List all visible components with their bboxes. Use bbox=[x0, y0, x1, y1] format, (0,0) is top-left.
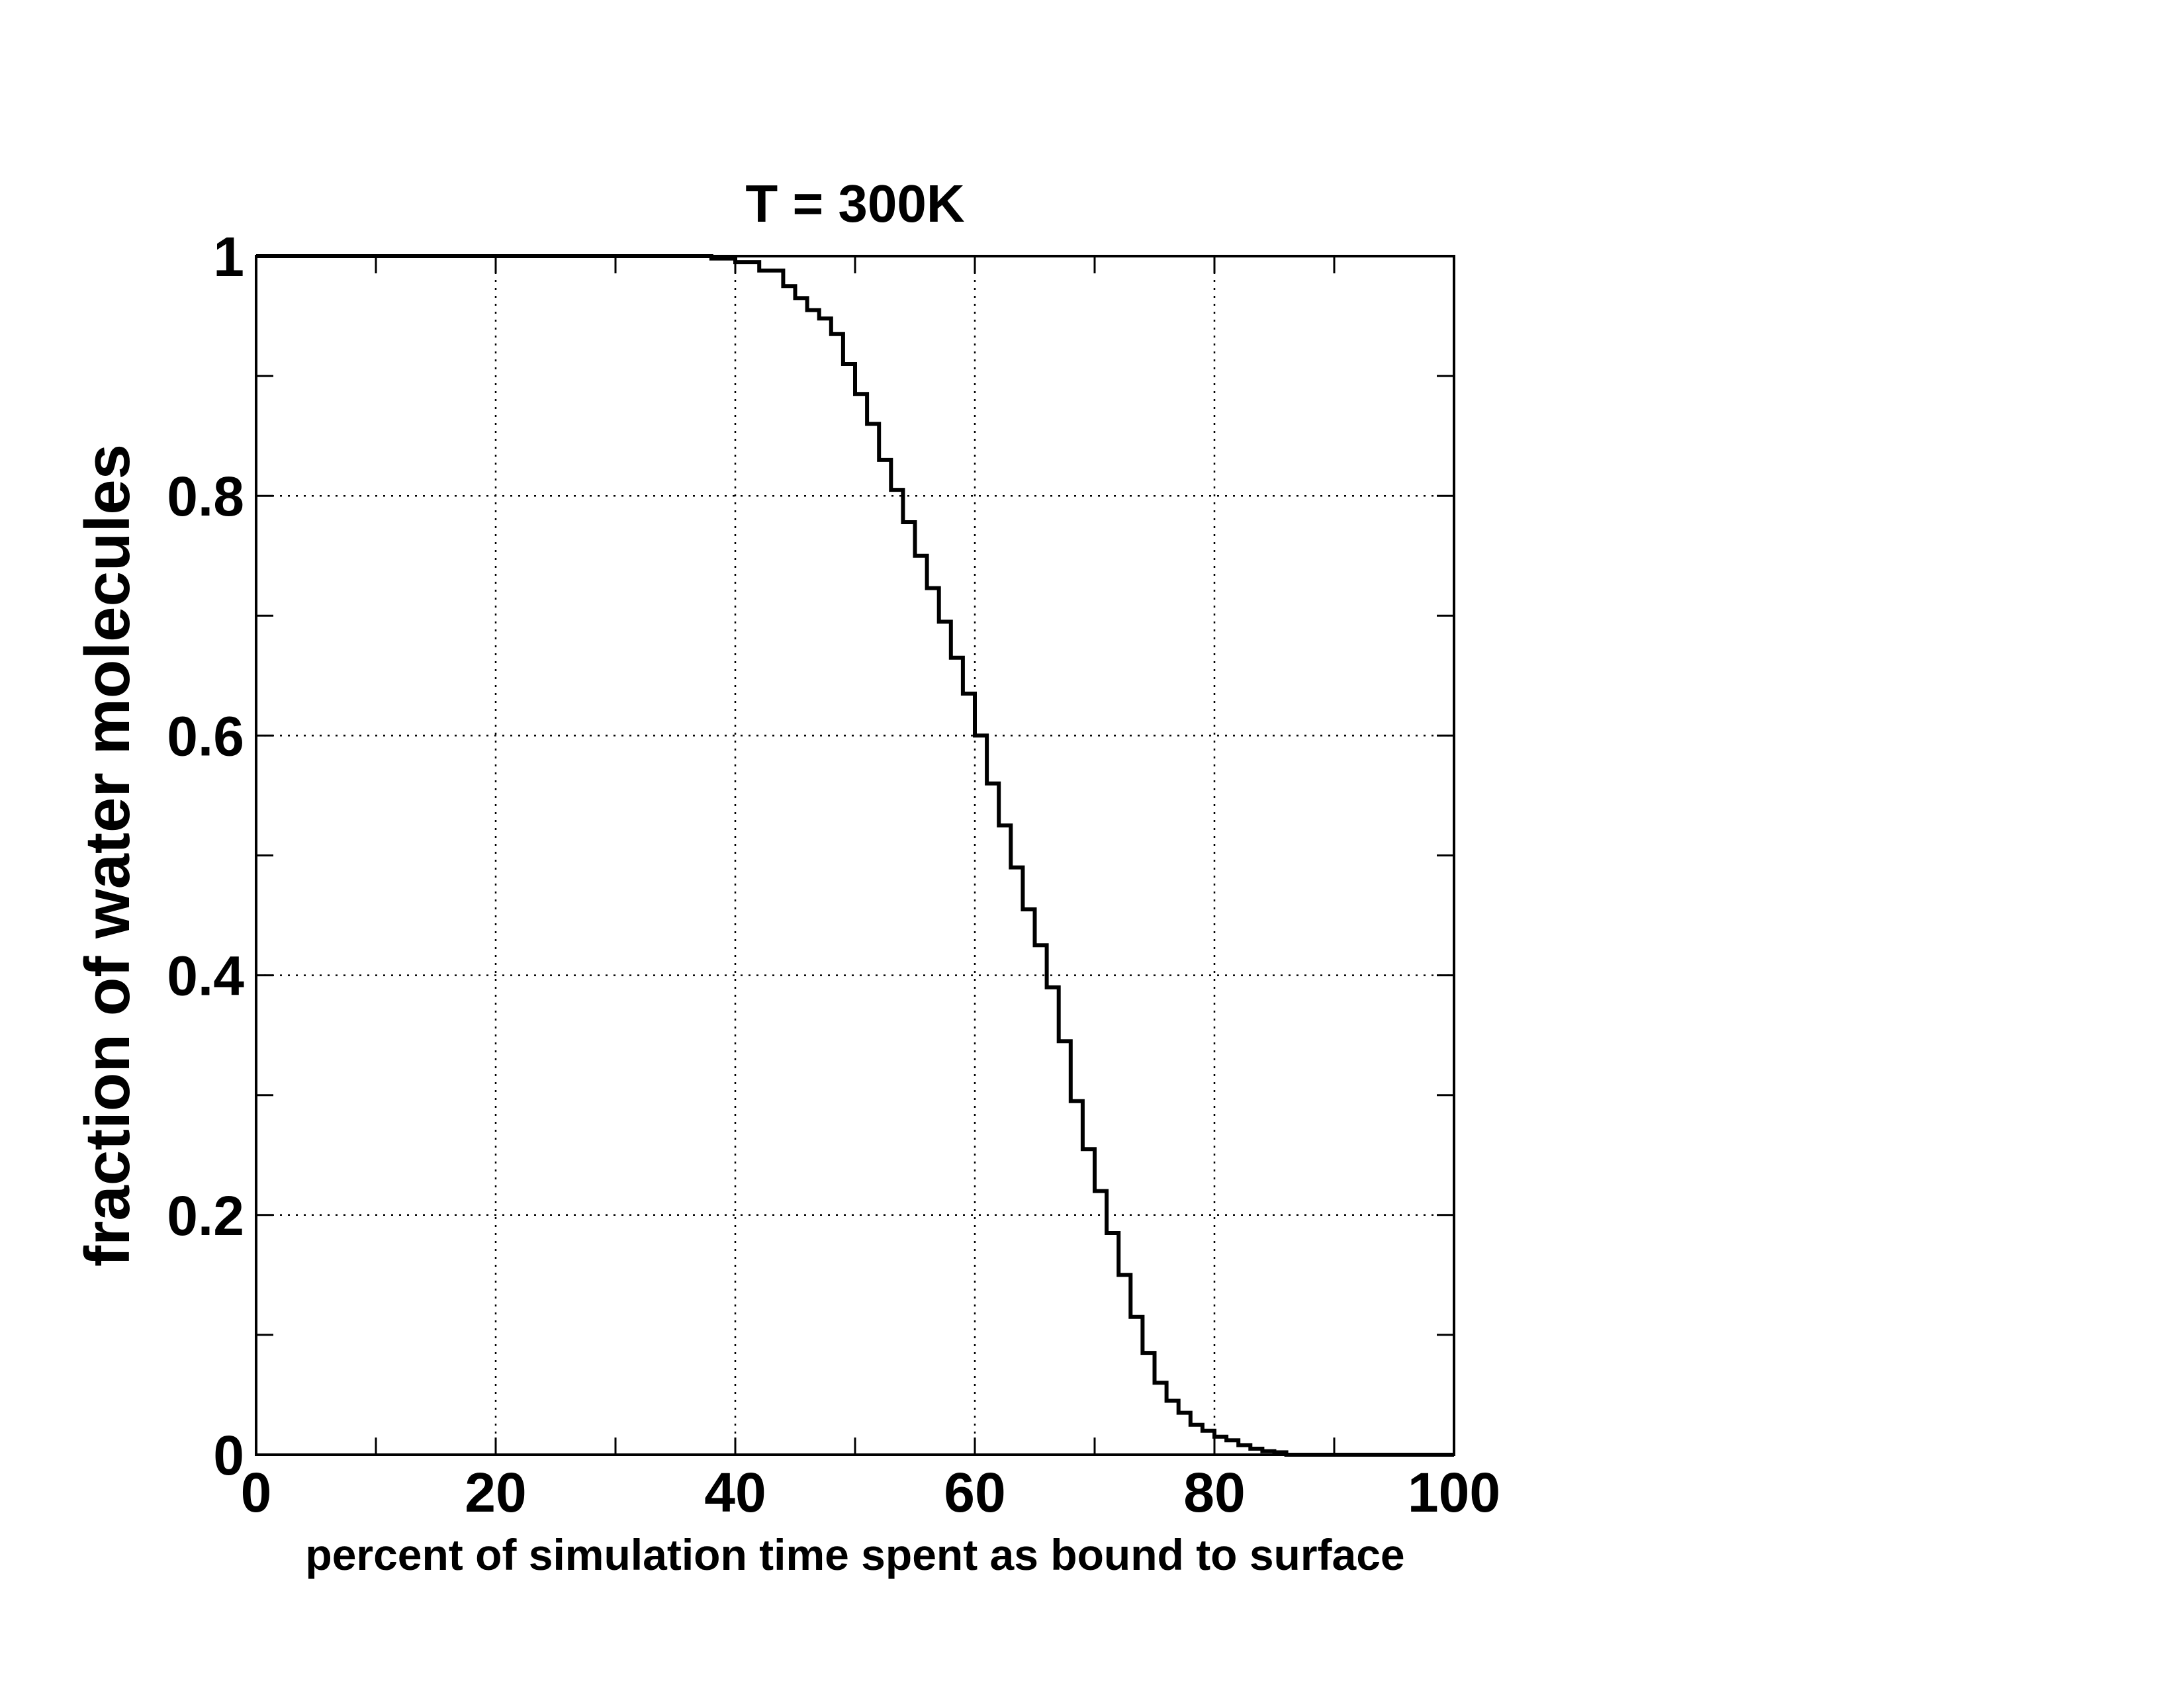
label-layer: 0 20 40 60 80 100 0 0.2 0.4 0.6 0.8 1 bbox=[167, 226, 1500, 1524]
y-tick-label: 0 bbox=[213, 1424, 244, 1486]
y-tick-label: 1 bbox=[213, 226, 244, 288]
y-tick-label: 0.8 bbox=[167, 465, 244, 527]
x-tick-label: 0 bbox=[241, 1461, 272, 1524]
x-tick-label: 80 bbox=[1183, 1461, 1245, 1524]
tick-layer bbox=[255, 255, 1455, 1456]
x-tick-label: 40 bbox=[704, 1461, 766, 1524]
y-tick-label: 0.4 bbox=[167, 945, 244, 1007]
grid-layer bbox=[256, 256, 1454, 1455]
plot-frame bbox=[255, 255, 1455, 1456]
x-tick-label: 20 bbox=[465, 1461, 526, 1524]
y-axis-label: fraction of water molecules bbox=[72, 444, 143, 1267]
chart-title: T = 300K bbox=[745, 174, 965, 233]
y-tick-label: 0.2 bbox=[167, 1185, 244, 1247]
x-axis-label: percent of simulation time spent as boun… bbox=[305, 1530, 1404, 1579]
series-line-0 bbox=[256, 254, 1454, 1457]
x-tick-label: 60 bbox=[944, 1461, 1005, 1524]
x-tick-label: 100 bbox=[1408, 1461, 1500, 1524]
y-tick-label: 0.6 bbox=[167, 705, 244, 767]
series-layer bbox=[256, 254, 1454, 1457]
